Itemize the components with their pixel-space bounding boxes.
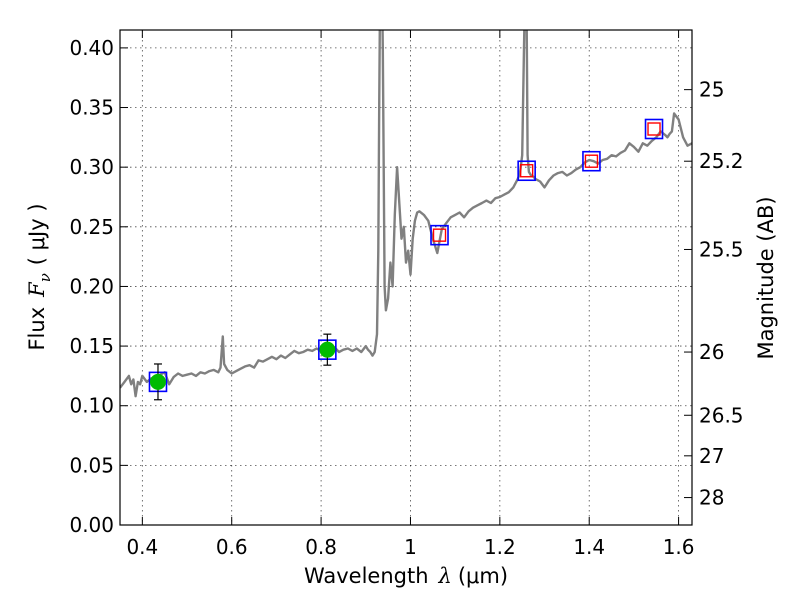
y-axis-label: Flux Fν ( μJy ) <box>25 203 54 350</box>
x-axis-label: Wavelength λ (μm) <box>304 564 508 588</box>
filter-box-outer <box>430 224 449 246</box>
photometry-square <box>647 122 661 136</box>
photometry-point-4 <box>517 160 536 182</box>
x-tick-label: 0.8 <box>305 535 337 559</box>
y2-tick-label: 26 <box>699 340 724 364</box>
x-tick-label: 1.4 <box>573 535 605 559</box>
photometry-point-5 <box>582 150 601 172</box>
x-axis-label-units: (μm) <box>458 564 508 588</box>
spectrum-line <box>120 30 692 398</box>
y-tick-label: 0.25 <box>69 215 114 239</box>
y-axis-label-prefix: Flux <box>25 307 49 351</box>
photometry-square <box>519 164 534 178</box>
photometry-point-1 <box>148 363 168 401</box>
y-axis-label-subscript: ν <box>36 273 54 282</box>
axis-ticks: 0.4 0.6 0.8 1 1.2 1.4 1.6 0.00 0.05 0.10 0.15 0.20 0… <box>69 30 744 559</box>
y-tick-label: 0.40 <box>69 36 114 60</box>
y-tick-label: 0.15 <box>69 334 114 358</box>
x-tick-label: 0.4 <box>126 535 158 559</box>
x-tick-label: 1 <box>404 535 417 559</box>
y2-tick-label: 25 <box>699 78 724 102</box>
photometry-markers <box>148 118 664 401</box>
y-axis-label-symbol: F <box>25 281 49 298</box>
filter-box-outer <box>644 118 664 140</box>
y-tick-label: 0.05 <box>69 453 114 477</box>
x-tick-label: 1.6 <box>663 535 695 559</box>
x-axis-label-prefix: Wavelength <box>304 564 429 588</box>
x-tick-label: 0.6 <box>216 535 248 559</box>
y-tick-label: 0.20 <box>69 274 114 298</box>
y2-tick-label: 27 <box>699 444 724 468</box>
photometry-point-3 <box>430 224 449 246</box>
y-tick-label: 0.30 <box>69 155 114 179</box>
plot-frame <box>119 29 693 526</box>
y-axis-label-units: ( μJy ) <box>25 203 49 265</box>
photometry-circle <box>319 341 336 358</box>
y2-tick-label: 25.5 <box>699 237 744 261</box>
photometry-point-6 <box>644 118 664 140</box>
y-tick-label: 0.00 <box>69 513 114 537</box>
x-tick-label: 1.2 <box>484 535 516 559</box>
y2-tick-label: 26.5 <box>699 403 744 427</box>
y2-tick-label: 25.2 <box>699 149 744 173</box>
photometry-circle <box>149 373 166 390</box>
y-tick-label: 0.10 <box>69 394 114 418</box>
y-tick-label: 0.35 <box>69 96 114 120</box>
filter-box-outer <box>517 160 536 182</box>
y2-tick-label: 28 <box>699 486 724 510</box>
x-axis-label-symbol: λ <box>438 564 452 588</box>
y2-axis-label: Magnitude (AB) <box>754 196 778 359</box>
grid <box>120 30 692 526</box>
photometry-square <box>432 228 447 242</box>
photometry-square <box>584 154 599 168</box>
plot-area <box>120 30 692 398</box>
photometry-point-2 <box>318 333 337 366</box>
filter-box-outer <box>582 150 601 172</box>
